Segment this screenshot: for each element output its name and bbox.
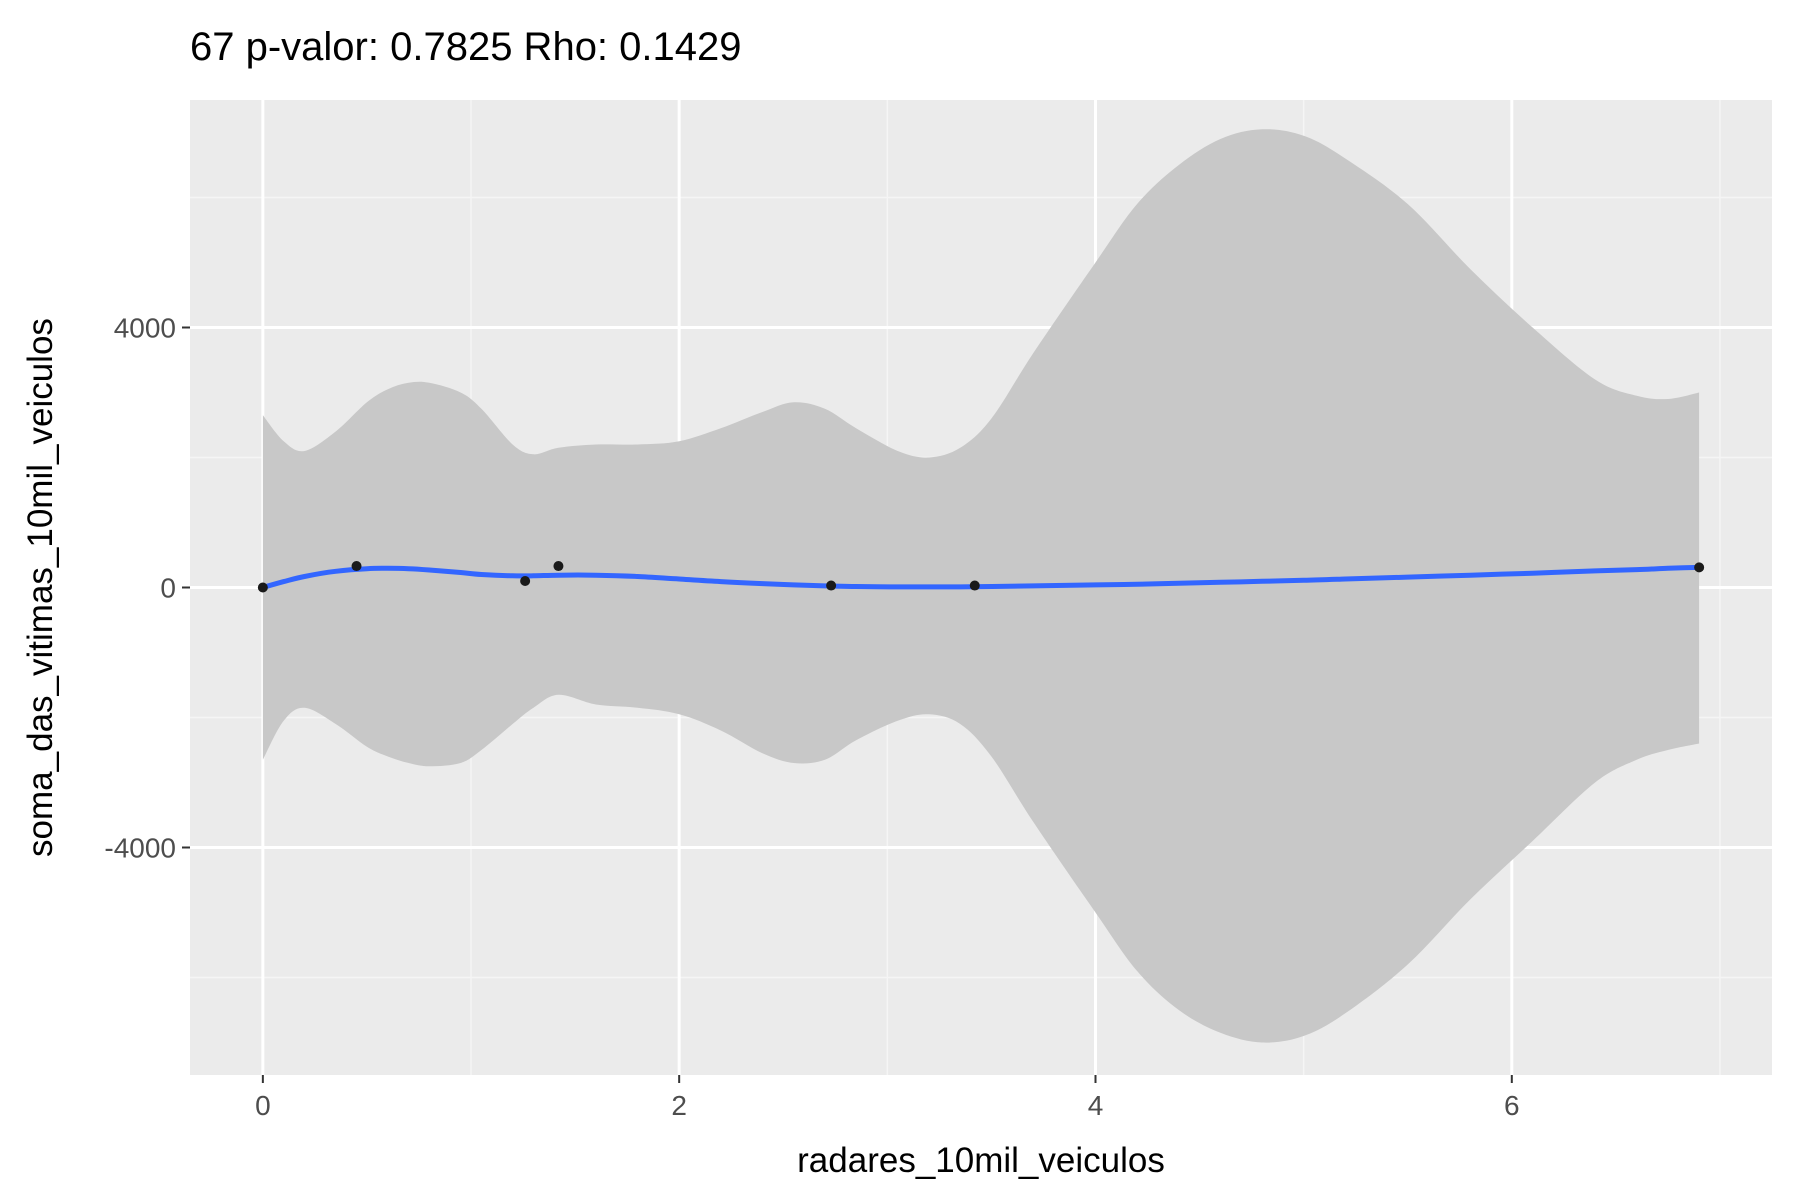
x-axis-title: radares_10mil_veiculos — [797, 1141, 1165, 1180]
x-tick-label: 2 — [671, 1090, 687, 1121]
data-point — [257, 582, 268, 593]
x-tick-label: 4 — [1088, 1090, 1104, 1121]
data-point — [826, 580, 837, 591]
y-tick-label: 4000 — [114, 313, 176, 344]
data-point — [351, 561, 362, 572]
data-point — [553, 561, 564, 572]
data-point — [969, 580, 980, 591]
y-tick-label: 0 — [160, 573, 176, 604]
y-tick-label: -4000 — [104, 833, 176, 864]
x-tick-label: 0 — [255, 1090, 271, 1121]
x-axis-ticks: 0 2 4 6 — [255, 1075, 1520, 1121]
x-tick-label: 6 — [1504, 1090, 1520, 1121]
data-point — [520, 576, 531, 586]
chart-title: 67 p-valor: 0.7825 Rho: 0.1429 — [190, 25, 742, 69]
smooth-trend-line — [260, 564, 1702, 590]
data-point — [1694, 562, 1705, 573]
y-axis-ticks: -4000 0 4000 — [104, 313, 190, 864]
data-points — [257, 561, 1705, 593]
y-axis-title: soma_das_vitimas_10mil_veiculos — [21, 318, 60, 857]
